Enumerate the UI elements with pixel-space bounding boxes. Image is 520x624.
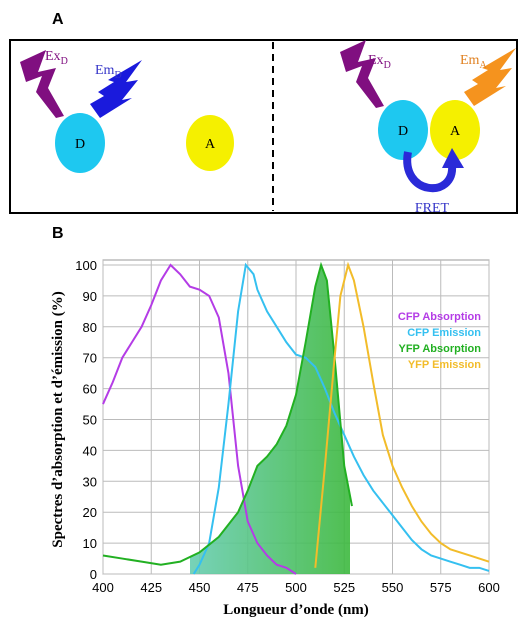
y-tick-label: 20 bbox=[83, 505, 97, 520]
emission-bolt bbox=[464, 48, 516, 106]
fret-label: FRET bbox=[415, 201, 450, 216]
y-axis-label: Spectres d’absorption et d’émission (%) bbox=[50, 291, 66, 547]
y-tick-label: 70 bbox=[83, 351, 97, 366]
x-tick-label: 550 bbox=[382, 580, 404, 595]
y-tick-label: 60 bbox=[83, 382, 97, 397]
x-tick-label: 600 bbox=[478, 580, 500, 595]
legend-entry: CFP Emission bbox=[407, 327, 481, 339]
y-tick-label: 50 bbox=[83, 413, 97, 428]
chart: 0 10 20 30 40 50 60 70 80 90 100 400 425 450 475 500 525… bbox=[50, 258, 500, 618]
x-tick-label: 450 bbox=[189, 580, 211, 595]
excitation-bolt bbox=[20, 50, 64, 118]
donor-label: D bbox=[398, 124, 408, 139]
y-tick-label: 100 bbox=[75, 258, 97, 273]
series-line bbox=[102, 263, 297, 575]
series-line bbox=[192, 262, 490, 575]
panel-label: B bbox=[52, 225, 64, 242]
panel-label: A bbox=[52, 11, 64, 28]
x-tick-label: 475 bbox=[237, 580, 259, 595]
acceptor bbox=[186, 115, 234, 171]
legend-entry: YFP Emission bbox=[408, 359, 481, 371]
donor-label: D bbox=[75, 137, 85, 152]
x-tick-label: 575 bbox=[430, 580, 452, 595]
emission-label: EmA bbox=[460, 53, 487, 71]
emission-label: EmD bbox=[95, 63, 122, 81]
overlap-area bbox=[190, 265, 350, 574]
series-line bbox=[314, 261, 490, 568]
x-tick-label: 400 bbox=[92, 580, 114, 595]
emission-bolt bbox=[90, 60, 142, 118]
excitation-label: ExD bbox=[45, 49, 68, 67]
x-axis-label: Longueur d’onde (nm) bbox=[223, 602, 369, 618]
donor bbox=[378, 100, 428, 160]
excitation-bolt bbox=[340, 40, 384, 108]
fret-arrow bbox=[403, 151, 457, 193]
excitation-label: ExD bbox=[368, 53, 391, 71]
x-tick-label: 525 bbox=[333, 580, 355, 595]
y-tick-label: 30 bbox=[83, 474, 97, 489]
y-tick-label: 90 bbox=[83, 289, 97, 304]
x-tick-label: 425 bbox=[140, 580, 162, 595]
x-tick-label: 500 bbox=[285, 580, 307, 595]
y-tick-label: 0 bbox=[90, 567, 97, 582]
y-tick-label: 80 bbox=[83, 320, 97, 335]
series-line bbox=[102, 261, 353, 566]
fret-arrowhead bbox=[442, 148, 464, 168]
legend-entry: YFP Absorption bbox=[399, 343, 482, 355]
acceptor-label: A bbox=[450, 124, 461, 139]
acceptor-label: A bbox=[205, 137, 216, 152]
acceptor bbox=[430, 100, 480, 160]
donor bbox=[55, 113, 105, 173]
y-tick-label: 10 bbox=[83, 536, 97, 551]
legend-entry: CFP Absorption bbox=[398, 311, 481, 323]
diagram-frame bbox=[9, 39, 518, 214]
y-tick-label: 40 bbox=[83, 443, 97, 458]
